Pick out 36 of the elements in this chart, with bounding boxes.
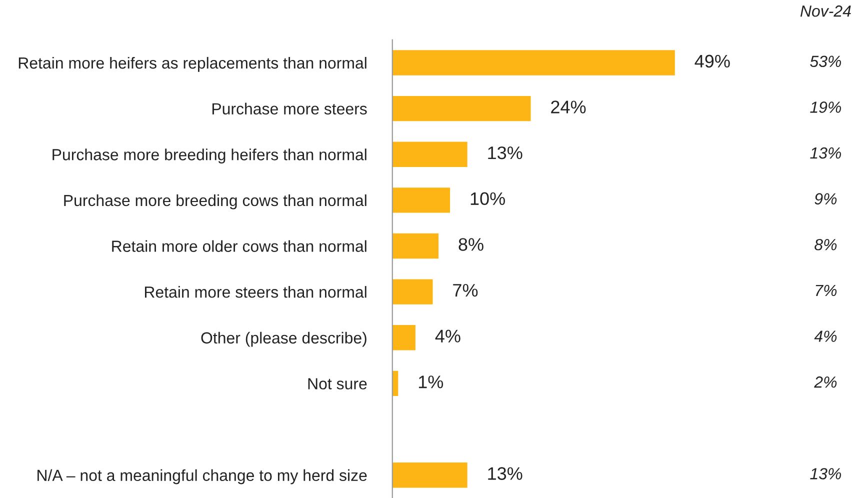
y-tick-label: Retain more heifers as replacements than normal [18, 56, 366, 72]
bar [392, 142, 468, 167]
bar [392, 462, 468, 488]
data-label: 10% [470, 192, 505, 206]
text: 9% [814, 193, 837, 204]
text: 2% [814, 376, 837, 388]
bar [392, 279, 433, 304]
text: 13% [810, 468, 842, 480]
data-label: 1% [418, 376, 444, 388]
y-tick-label: Not sure [308, 378, 367, 390]
y-tick-label: Purchase more breeding heifers than normal [52, 148, 366, 164]
y-tick-label: Retain more older cows than normal [112, 240, 366, 252]
data-label: 13% [488, 146, 522, 160]
y-tick-label: Retain more steers than normal [144, 286, 366, 298]
y-tick-label: Other (please describe) [201, 332, 366, 347]
text: 13% [810, 147, 842, 159]
bar [392, 188, 450, 213]
text: 53% [810, 56, 842, 68]
text: 19% [810, 102, 842, 113]
bar [392, 96, 531, 122]
data-label: 13% [488, 467, 522, 480]
text: 7% [816, 284, 837, 296]
y-tick-label: N/A – not a meaningful change to my herd size [38, 469, 367, 484]
bar [392, 50, 675, 76]
text: 8% [814, 238, 837, 250]
data-label: 7% [453, 284, 478, 297]
text: Nov-24 [800, 5, 851, 17]
bar [392, 325, 416, 350]
y-tick-label: Purchase more breeding cows than normal [64, 194, 366, 210]
bar [392, 233, 439, 259]
data-label: 24% [551, 100, 586, 114]
y-tick-label: Purchase more steers [212, 102, 367, 115]
data-label: 49% [694, 54, 730, 68]
data-label: 8% [458, 238, 484, 251]
data-label: 4% [435, 330, 460, 342]
text: 4% [814, 330, 837, 342]
